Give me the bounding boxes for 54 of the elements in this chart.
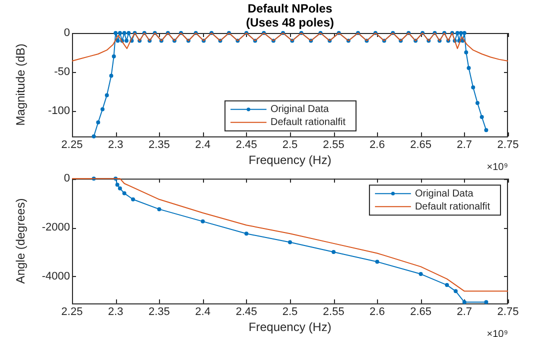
x-tick-label: 2.5 [282, 306, 298, 318]
text: ×10⁹ [486, 162, 508, 174]
legend-label: Original Data [270, 104, 330, 116]
y-tick-label: 0 [64, 27, 70, 40]
point [418, 272, 423, 276]
x-tick-label: 2.7 [456, 306, 472, 318]
point [115, 182, 120, 187]
legend-label: Original Data [414, 188, 474, 200]
x-tick-label: 2.35 [148, 139, 170, 152]
point [244, 232, 248, 236]
y-tick-label: 0 [64, 172, 70, 185]
point [122, 191, 126, 196]
point [375, 260, 380, 264]
y-tick-label: -4000 [42, 270, 70, 283]
x-tick-label: 2.55 [322, 306, 344, 318]
x-tick-label: 2.5 [282, 139, 298, 152]
point [462, 300, 466, 304]
x-tick-label: 2.65 [410, 139, 432, 152]
point [454, 289, 458, 294]
point [131, 197, 136, 202]
x-tick-label: 2.45 [236, 306, 258, 318]
y-tick-label: -2000 [42, 222, 70, 234]
point [288, 240, 292, 244]
x-tick-label: 2.55 [322, 139, 344, 152]
x-tick-label: 2.4 [195, 306, 210, 318]
legend-label: Default rationalfit [414, 201, 490, 212]
x-tick-label: 2.75 [497, 139, 519, 152]
x-tick-label: 2.3 [108, 306, 124, 318]
y-axis-title: Angle (degrees) [14, 198, 28, 284]
y-tick-label: -50 [54, 66, 70, 78]
x-axis-title: Frequency (Hz) [248, 320, 332, 334]
x-axis-title: Frequency (Hz) [248, 153, 332, 168]
x-tick-label: 2.45 [236, 139, 258, 152]
point [157, 207, 162, 212]
text: ×10⁹ [486, 329, 508, 337]
y-tick-label: -100 [48, 104, 70, 117]
legend-label: Default rationalfit [270, 117, 346, 128]
point [444, 283, 449, 288]
x-tick-label: 2.75 [497, 306, 519, 318]
x-tick-label: 2.3 [108, 139, 124, 152]
point [200, 219, 205, 224]
x-tick-label: 2.35 [148, 306, 170, 318]
x-tick-label: 2.6 [370, 306, 385, 318]
x-tick-label: 2.6 [370, 139, 385, 152]
x-tick-label: 2.7 [456, 139, 472, 152]
y-axis-title: Magnitude (dB) [14, 44, 28, 126]
x-tick-label: 2.4 [195, 139, 210, 152]
chart-title: Default NPoles (Uses 48 poles) [246, 1, 334, 30]
point [484, 300, 488, 304]
point [332, 250, 336, 254]
x-tick-label: 2.25 [61, 306, 83, 318]
point [118, 186, 122, 190]
x-tick-label: 2.65 [410, 306, 432, 318]
x-tick-label: 2.25 [61, 139, 83, 152]
